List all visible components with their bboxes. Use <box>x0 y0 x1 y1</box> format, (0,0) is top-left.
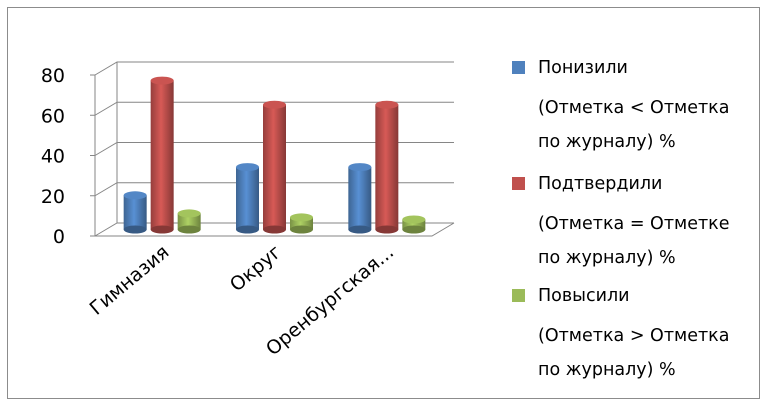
bar-body <box>375 104 399 230</box>
bar-base <box>402 225 426 234</box>
bar-base <box>236 225 259 234</box>
bar <box>263 100 286 234</box>
bar-base <box>263 225 286 234</box>
gridline <box>94 61 454 76</box>
bar-cap <box>375 100 399 109</box>
bar-body <box>123 195 147 230</box>
legend-detail-confirmed: (Отметка = Отметке по журналу) % <box>538 214 730 268</box>
legend-detail-increased: (Отметка > Отметка по журналу) % <box>538 326 730 380</box>
bar-cap <box>263 100 286 109</box>
bar <box>236 163 259 234</box>
y-tick-label: 40 <box>41 146 65 168</box>
bar <box>177 209 201 234</box>
legend-detail-decreased: (Отметка < Отметка по журналу) % <box>538 98 730 152</box>
bar-cap <box>290 213 313 222</box>
legend-swatch-decreased <box>512 61 525 74</box>
bar-base <box>123 225 147 234</box>
legend-swatch-confirmed <box>512 177 525 190</box>
bar-cap <box>402 215 426 224</box>
bar-body <box>236 167 259 230</box>
bar <box>348 163 372 234</box>
bar-cap <box>348 163 372 172</box>
x-tick-labels: Гимназия ОкругОренбургская... <box>86 241 399 360</box>
bar <box>402 215 426 234</box>
bar-cap <box>123 191 147 200</box>
bar-body <box>177 213 201 230</box>
bar-cap <box>177 209 201 218</box>
bar-cap <box>150 76 174 85</box>
bar-body <box>150 80 174 230</box>
legend-swatch-increased <box>512 289 525 302</box>
bars <box>123 76 426 234</box>
y-tick-label: 20 <box>41 186 65 208</box>
bar <box>290 213 313 234</box>
legend-label-confirmed: Подтвердили <box>538 174 663 194</box>
y-tick-label: 60 <box>41 105 65 127</box>
bar-base <box>375 225 399 234</box>
bar-body <box>402 219 426 230</box>
floor-edge <box>95 222 455 237</box>
bar-base <box>177 225 201 234</box>
bar-base <box>290 225 313 234</box>
legend-label-increased: Повысили <box>538 286 630 306</box>
y-tick-label: 80 <box>41 65 65 87</box>
bar <box>150 76 174 234</box>
y-tick-labels: 0 20 40 60 80 <box>41 65 65 248</box>
bar-body <box>348 167 372 230</box>
legend-label-decreased: Понизили <box>538 58 628 78</box>
y-tick-label: 0 <box>53 226 65 248</box>
axes <box>90 62 455 237</box>
bar <box>375 100 399 234</box>
x-tick-label: Гимназия <box>86 241 174 320</box>
bar <box>123 191 147 234</box>
bar-cap <box>236 163 259 172</box>
bar-base <box>348 225 372 234</box>
bar-body <box>263 104 286 230</box>
bar-base <box>150 225 174 234</box>
x-tick-label: Округ <box>226 241 286 296</box>
